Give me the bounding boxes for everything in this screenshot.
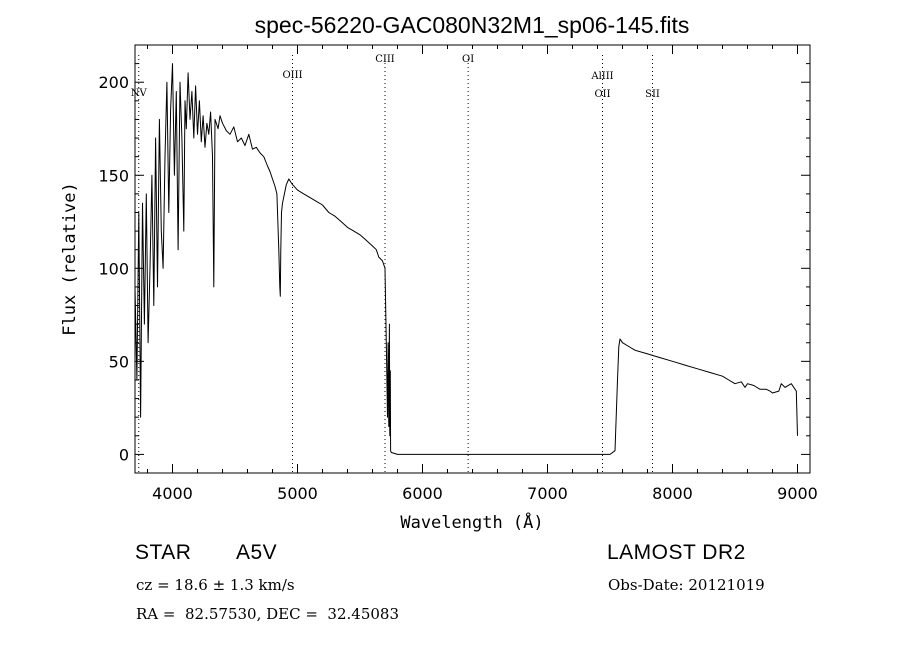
- reference-line-labels: NV OIII CIII OI AlIII OII SII: [131, 54, 660, 100]
- reference-line-label: CIII: [375, 54, 395, 65]
- x-tick-label: 8000: [652, 484, 693, 503]
- object-subclass: A5V: [236, 541, 278, 564]
- spectrum-line: [134, 63, 798, 455]
- x-tick-label: 5000: [277, 484, 318, 503]
- survey-name: LAMOST DR2: [607, 541, 746, 564]
- reference-lines: [138, 55, 653, 473]
- x-tick-label: 6000: [402, 484, 443, 503]
- y-tick-label: 50: [109, 352, 129, 371]
- chart-title: spec-56220-GAC080N32M1_sp06-145.fits: [255, 12, 690, 38]
- x-tick-label: 7000: [527, 484, 568, 503]
- reference-line-label: SII: [645, 89, 660, 100]
- object-class: STAR: [135, 541, 192, 564]
- reference-line-label: NV: [131, 88, 148, 99]
- y-tick-label: 100: [98, 259, 129, 278]
- reference-line-label: AlIII: [590, 71, 613, 82]
- coordinates: RA = 82.57530, DEC = 32.45083: [136, 605, 400, 623]
- reference-line-label: OIII: [282, 70, 302, 81]
- obs-date: Obs-Date: 20121019: [608, 576, 765, 594]
- x-axis: 4000 5000 6000 7000 8000 9000: [147, 45, 818, 503]
- x-tick-label: 9000: [777, 484, 818, 503]
- redshift-readout: cz = 18.6 ± 1.3 km/s: [136, 576, 295, 594]
- y-axis: 0 50 100 150 200: [98, 63, 810, 464]
- reference-line-label: OI: [462, 54, 474, 65]
- y-tick-label: 150: [98, 166, 129, 185]
- y-tick-label: 0: [119, 445, 129, 464]
- spectrum-series: [134, 63, 798, 455]
- plot-frame: [134, 44, 811, 474]
- reference-line-label: OII: [594, 89, 610, 100]
- x-axis-label: Wavelength (Å): [400, 511, 543, 533]
- y-axis-label: Flux (relative): [60, 182, 80, 336]
- y-tick-label: 200: [98, 73, 129, 92]
- x-tick-label: 4000: [152, 484, 193, 503]
